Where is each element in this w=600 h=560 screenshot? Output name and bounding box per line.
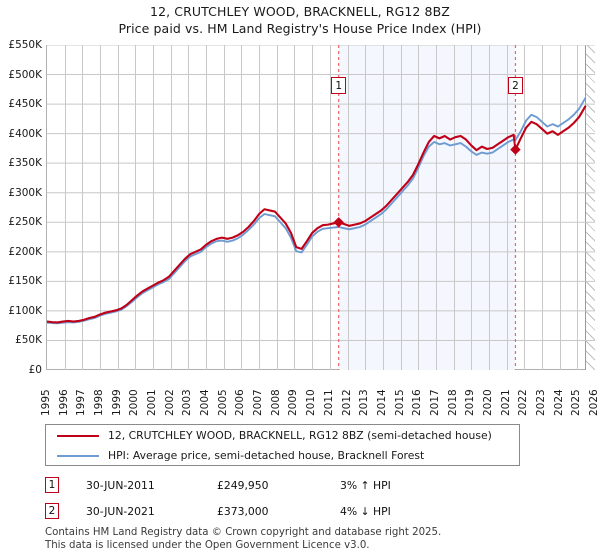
footer-line-2: This data is licensed under the Open Gov… [45,539,370,551]
x-axis-tick-label: 2018 [446,389,459,416]
x-axis-tick-label: 2017 [428,389,441,416]
x-axis-tick-label: 2012 [340,389,353,416]
x-axis-tick-label: 1998 [93,389,106,416]
x-axis-tick-label: 2025 [570,389,583,416]
legend-label-property: 12, CRUTCHLEY WOOD, BRACKNELL, RG12 8BZ … [108,429,492,442]
x-axis-tick-label: 1999 [110,389,123,416]
chart-gridlines-and-series [47,45,595,370]
sale-point-marker [333,217,344,228]
y-axis: £0 £50K £100K £150K £200K £250K £300K £350K £400… [0,39,42,376]
legend-row-hpi: HPI: Average price, semi-detached house,… [46,445,519,466]
legend-swatch-hpi [57,454,99,457]
y-axis-tick-label: £50K [15,334,42,347]
x-axis-tick-label: 2002 [163,389,176,416]
x-axis-tick-label: 2000 [128,389,141,416]
x-axis-tick-label: 2008 [269,389,282,416]
x-axis-tick-label: 1996 [57,389,70,416]
x-axis-tick-label: 2014 [375,389,388,416]
table-row: 2 30-JUN-2021 £373,000 4% ↓ HPI [45,500,475,526]
y-axis-tick-label: £300K [8,186,42,199]
x-axis-tick-label: 2020 [481,389,494,416]
page-title: 12, CRUTCHLEY WOOD, BRACKNELL, RG12 8BZ [150,4,450,19]
y-axis-tick-label: £250K [8,216,42,229]
table-row: 1 30-JUN-2011 £249,950 3% ↑ HPI [45,474,475,500]
chart-legend: 12, CRUTCHLEY WOOD, BRACKNELL, RG12 8BZ … [45,424,520,466]
x-axis-tick-label: 2026 [588,389,600,416]
footer-line-1: Contains HM Land Registry data © Crown c… [45,527,442,538]
chart-sale-marker-badge: 2 [507,77,523,94]
x-axis-tick-label: 2022 [517,389,530,416]
x-axis-tick-label: 2005 [216,389,229,416]
legend-row-property: 12, CRUTCHLEY WOOD, BRACKNELL, RG12 8BZ … [46,425,519,446]
x-axis-tick-label: 2009 [287,389,300,416]
x-axis-tick-label: 2023 [534,389,547,416]
footer-attribution: Contains HM Land Registry data © Crown c… [45,527,585,552]
x-axis-tick-label: 2013 [358,389,371,416]
series-line-hpi [47,97,587,325]
y-axis-tick-label: £150K [8,275,42,288]
sale-date: 30-JUN-2011 [86,479,155,492]
x-axis-tick-label: 2007 [252,389,265,416]
sale-price: £249,950 [217,479,269,492]
y-axis-tick-label: £400K [8,127,42,140]
y-axis-tick-label: £450K [8,98,42,111]
x-axis-tick-label: 2006 [234,389,247,416]
x-axis-tick-label: 2003 [181,389,194,416]
legend-swatch-property [57,434,99,437]
incomplete-data-hatch [585,45,595,370]
y-axis-tick-label: £550K [8,39,42,51]
x-axis-tick-label: 2021 [499,389,512,416]
sale-hpi-delta: 4% ↓ HPI [340,505,391,518]
page-subtitle: Price paid vs. HM Land Registry's House … [118,21,482,36]
chart-sale-marker-badge: 1 [331,77,347,94]
sale-point-marker [510,144,521,155]
y-axis-tick-label: £500K [8,68,42,81]
legend-label-hpi: HPI: Average price, semi-detached house,… [108,449,425,462]
sale-price: £373,000 [217,505,269,518]
series-line-property [47,105,587,324]
sale-hpi-delta: 3% ↑ HPI [340,479,391,492]
x-axis-tick-label: 2024 [552,389,565,416]
sale-date: 30-JUN-2021 [86,505,155,518]
x-axis-tick-label: 2001 [146,389,159,416]
y-axis-tick-label: £100K [8,304,42,317]
sales-table: 1 30-JUN-2011 £249,950 3% ↑ HPI 2 30-JUN… [45,474,475,526]
sale-marker-badge: 1 [45,477,59,493]
x-axis: 1995 1996 1997 1998 1999 2000 2001 2002 2003 2004… [40,372,600,418]
x-axis-tick-label: 2010 [305,389,318,416]
x-axis-tick-label: 1997 [75,389,88,416]
x-axis-tick-label: 2004 [199,389,212,416]
sale-marker-badge: 2 [45,503,59,519]
y-axis-tick-label: £200K [8,245,42,258]
x-axis-tick-label: 2016 [411,389,424,416]
x-axis-tick-label: 2019 [464,389,477,416]
y-axis-tick-label: £350K [8,157,42,170]
x-axis-tick-label: 1995 [40,389,52,416]
x-axis-tick-label: 2015 [393,389,406,416]
ownership-span-band [338,45,516,370]
x-axis-tick-label: 2011 [322,389,335,416]
y-axis-tick-label: £0 [28,364,42,376]
